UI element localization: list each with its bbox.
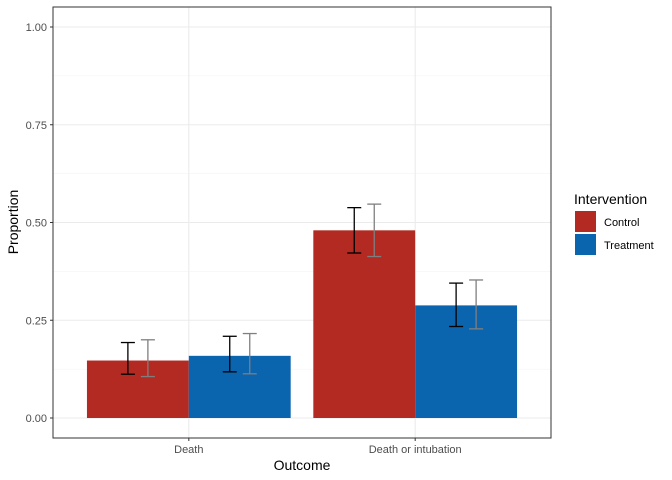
y-axis-title: Proportion [5, 190, 21, 255]
y-tick-label-0: 0.00 [26, 413, 47, 425]
bar-treatment-1 [415, 305, 518, 418]
y-tick-label-1: 0.25 [26, 315, 47, 327]
legend-key-control [575, 211, 596, 232]
legend-key-treatment [575, 234, 596, 255]
legend-label-control: Control [604, 217, 639, 229]
x-tick-label-0: Death [174, 444, 203, 456]
legend-label-treatment: Treatment [604, 240, 654, 252]
legend: Intervention Control Treatment [574, 191, 654, 255]
bar-control-1 [313, 230, 416, 418]
y-tick-label-3: 0.75 [26, 120, 47, 132]
y-tick-label-4: 1.00 [26, 22, 47, 34]
x-tick-label-1: Death or intubation [369, 444, 462, 456]
axis-layer: 0.00 0.25 0.50 0.75 1.00 Death Death or intuba… [26, 22, 462, 456]
bar-control-0 [86, 360, 189, 418]
y-tick-label-2: 0.50 [26, 218, 47, 230]
bar-treatment-0 [188, 355, 291, 418]
legend-title: Intervention [574, 191, 647, 207]
bars-layer [86, 230, 518, 418]
x-axis-title: Outcome [274, 457, 331, 473]
errorbar-layer [120, 203, 484, 378]
